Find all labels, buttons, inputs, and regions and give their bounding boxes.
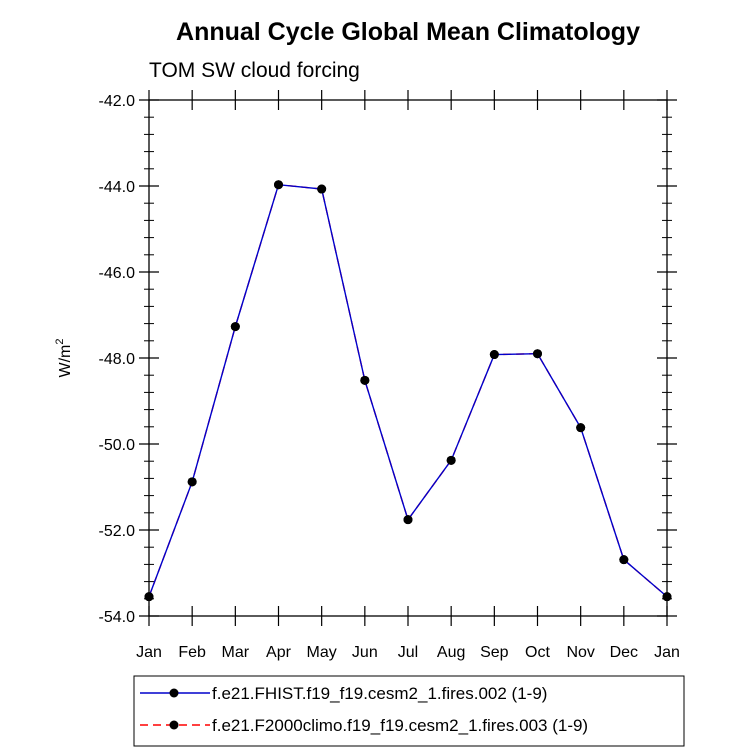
data-point [662, 592, 672, 602]
legend-marker-1 [169, 688, 179, 698]
data-point [230, 322, 240, 332]
chart-subtitle: TOM SW cloud forcing [149, 59, 360, 82]
x-tick-label: Jan [136, 644, 162, 661]
y-axis-label-base: W/m [57, 345, 74, 378]
x-tick-labels: Jan Feb Mar Apr May Jun Jul Aug Sep Oct Nov Dec Jan [136, 644, 680, 661]
data-point [144, 592, 154, 602]
x-tick-label: Jul [398, 644, 418, 661]
data-point [489, 350, 499, 360]
y-tick-label: -44.0 [99, 179, 136, 196]
x-tick-label: Oct [525, 644, 550, 661]
x-tick-label: Aug [437, 644, 465, 661]
x-tick-label: Dec [610, 644, 638, 661]
x-tick-label: Feb [178, 644, 206, 661]
y-axis-label-superscript: 2 [54, 339, 66, 345]
legend-marker-2 [169, 720, 179, 730]
x-tick-label: Jun [352, 644, 378, 661]
y-axis-label: W/m2 [54, 339, 74, 378]
y-tick-labels: -54.0 -52.0 -50.0 -48.0 -46.0 -44.0 -42.0 [99, 93, 136, 626]
data-point [446, 455, 456, 465]
chart-title: Annual Cycle Global Mean Climatology [176, 18, 640, 46]
series-line-2 [148, 183, 668, 598]
y-tick-label: -42.0 [99, 93, 136, 110]
data-point [403, 515, 413, 525]
series-layer [144, 180, 672, 602]
x-tick-label: Apr [266, 644, 292, 661]
x-tick-label: Sep [480, 644, 509, 661]
data-point [533, 349, 542, 359]
y-tick-label: -52.0 [99, 523, 136, 540]
axis-ticks [139, 90, 677, 626]
data-point [619, 555, 629, 565]
legend-label-2: f.e21.F2000climo.f19_f19.cesm2_1.fires.0… [212, 716, 588, 735]
x-tick-label: Nov [566, 644, 594, 661]
legend-label-1: f.e21.FHIST.f19_f19.cesm2_1.fires.002 (1… [212, 684, 547, 703]
x-tick-label: May [307, 644, 337, 661]
data-point [187, 477, 197, 487]
x-tick-label: Jan [654, 644, 680, 661]
y-tick-label: -46.0 [99, 265, 136, 282]
data-point [274, 180, 283, 190]
y-tick-label: -48.0 [99, 351, 136, 368]
series-line-1 [148, 183, 668, 598]
data-point [360, 375, 370, 385]
y-tick-label: -54.0 [99, 609, 136, 626]
y-tick-label: -50.0 [99, 437, 136, 454]
data-point [317, 184, 327, 194]
legend: f.e21.FHIST.f19_f19.cesm2_1.fires.002 (1… [140, 684, 588, 735]
legend-box [133, 675, 685, 747]
data-point [576, 423, 586, 433]
x-tick-label: Mar [222, 644, 250, 661]
